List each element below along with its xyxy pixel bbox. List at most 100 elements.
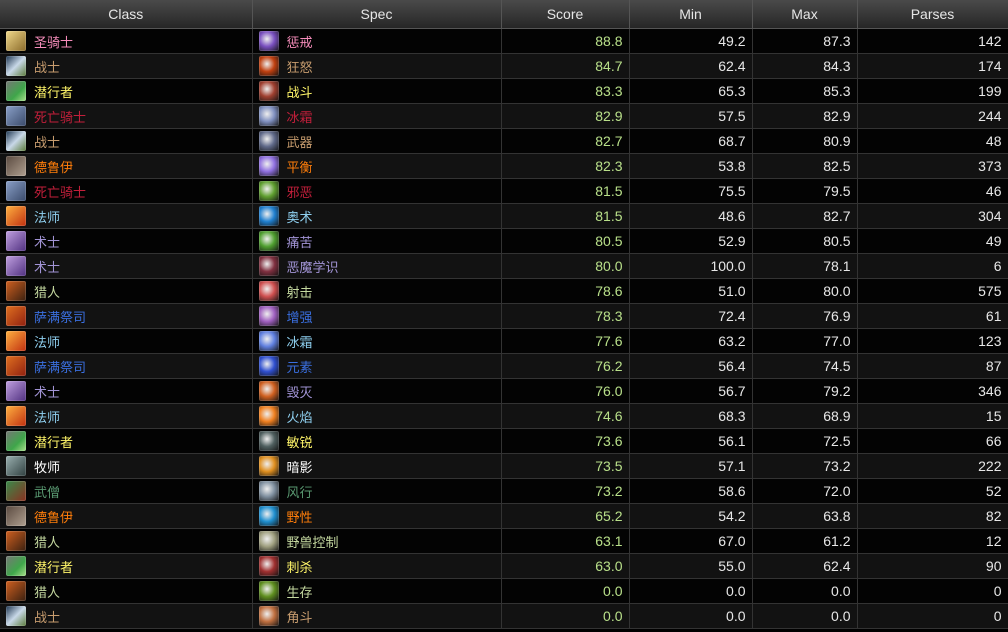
spec-cell: 元素 [252,353,502,379]
table-row[interactable]: 法师 冰霜 77.6 63.2 77.0 123 [0,328,1008,354]
score-value: 0.0 [501,603,630,629]
table-row[interactable]: 术士 恶魔学识 80.0 100.0 78.1 6 [0,253,1008,279]
parses-value: 123 [857,328,1008,354]
class-name[interactable]: 潜行者 [34,85,74,101]
table-row[interactable]: 牧师 暗影 73.5 57.1 73.2 222 [0,453,1008,479]
class-name[interactable]: 圣骑士 [34,35,74,51]
table-row[interactable]: 圣骑士 惩戒 88.8 49.2 87.3 142 [0,28,1008,54]
survival-icon [258,581,279,601]
table-row[interactable]: 萨满祭司 元素 76.2 56.4 74.5 87 [0,353,1008,379]
spec-name[interactable]: 刺杀 [286,560,313,576]
spec-name[interactable]: 火焰 [286,410,313,426]
spec-name[interactable]: 风行 [286,485,313,501]
hunter-icon [6,531,26,551]
spec-name[interactable]: 战斗 [286,85,313,101]
spec-name[interactable]: 冰霜 [286,110,313,126]
header-max[interactable]: Max [752,0,858,29]
class-name[interactable]: 术士 [34,260,61,276]
table-row[interactable]: 猎人 野兽控制 63.1 67.0 61.2 12 [0,528,1008,554]
class-name[interactable]: 潜行者 [34,435,74,451]
score-value: 84.7 [501,53,630,79]
class-name[interactable]: 术士 [34,385,61,401]
spec-name[interactable]: 邪恶 [286,185,313,201]
spec-name[interactable]: 生存 [286,585,313,601]
spec-name[interactable]: 野性 [286,510,313,526]
table-row[interactable]: 萨满祭司 增强 78.3 72.4 76.9 61 [0,303,1008,329]
spec-name[interactable]: 冰霜 [286,335,313,351]
class-name[interactable]: 武僧 [34,485,61,501]
class-name[interactable]: 萨满祭司 [34,360,87,376]
class-name[interactable]: 猎人 [34,535,61,551]
header-class[interactable]: Class [0,0,253,29]
spec-cell: 刺杀 [252,553,502,579]
table-row[interactable]: 法师 奥术 81.5 48.6 82.7 304 [0,203,1008,229]
spec-name[interactable]: 奥术 [286,210,313,226]
class-name[interactable]: 死亡骑士 [34,110,87,126]
table-row[interactable]: 术士 痛苦 80.5 52.9 80.5 49 [0,228,1008,254]
spec-name[interactable]: 惩戒 [286,35,313,51]
class-name[interactable]: 战士 [34,60,61,76]
min-value: 62.4 [629,53,753,79]
table-row[interactable]: 潜行者 敏锐 73.6 56.1 72.5 66 [0,428,1008,454]
table-row[interactable]: 术士 毁灭 76.0 56.7 79.2 346 [0,378,1008,404]
class-name[interactable]: 德鲁伊 [34,160,74,176]
class-name[interactable]: 法师 [34,335,61,351]
class-name[interactable]: 猎人 [34,285,61,301]
spec-name[interactable]: 武器 [286,135,313,151]
spec-name[interactable]: 野兽控制 [286,535,339,551]
table-row[interactable]: 猎人 射击 78.6 51.0 80.0 575 [0,278,1008,304]
spec-name[interactable]: 痛苦 [286,235,313,251]
class-name[interactable]: 术士 [34,235,61,251]
table-row[interactable]: 死亡骑士 邪恶 81.5 75.5 79.5 46 [0,178,1008,204]
class-name[interactable]: 战士 [34,135,61,151]
table-row[interactable]: 德鲁伊 平衡 82.3 53.8 82.5 373 [0,153,1008,179]
table-row[interactable]: 死亡骑士 冰霜 82.9 57.5 82.9 244 [0,103,1008,129]
table-row[interactable]: 法师 火焰 74.6 68.3 68.9 15 [0,403,1008,429]
table-row[interactable]: 战士 武器 82.7 68.7 80.9 48 [0,128,1008,154]
header-min[interactable]: Min [629,0,753,29]
score-value: 82.7 [501,128,630,154]
class-name[interactable]: 法师 [34,410,61,426]
spec-name[interactable]: 角斗 [286,610,313,626]
score-value: 63.1 [501,528,630,554]
spec-name[interactable]: 暗影 [286,460,313,476]
spec-name[interactable]: 敏锐 [286,435,313,451]
table-row[interactable]: 潜行者 战斗 83.3 65.3 85.3 199 [0,78,1008,104]
table-row[interactable]: 潜行者 刺杀 63.0 55.0 62.4 90 [0,553,1008,579]
spec-name[interactable]: 增强 [286,310,313,326]
class-name[interactable]: 法师 [34,210,61,226]
class-name[interactable]: 潜行者 [34,560,74,576]
max-value: 87.3 [752,28,858,54]
class-cell: 潜行者 [0,78,253,104]
parses-value: 222 [857,453,1008,479]
class-name[interactable]: 萨满祭司 [34,310,87,326]
spec-name[interactable]: 恶魔学识 [286,260,339,276]
header-parses[interactable]: Parses [857,0,1008,29]
min-value: 68.3 [629,403,753,429]
class-name[interactable]: 牧师 [34,460,61,476]
parses-value: 52 [857,478,1008,504]
class-name[interactable]: 猎人 [34,585,61,601]
enhancement-icon [258,306,279,326]
spec-name[interactable]: 毁灭 [286,385,313,401]
class-name[interactable]: 战士 [34,610,61,626]
header-spec[interactable]: Spec [252,0,502,29]
spec-name[interactable]: 狂怒 [286,60,313,76]
table-row[interactable]: 猎人 生存 0.0 0.0 0.0 0 [0,578,1008,604]
table-row[interactable]: 战士 狂怒 84.7 62.4 84.3 174 [0,53,1008,79]
shaman-icon [6,306,26,326]
class-cell: 德鲁伊 [0,153,253,179]
table-row[interactable]: 武僧 风行 73.2 58.6 72.0 52 [0,478,1008,504]
spec-name[interactable]: 射击 [286,285,313,301]
score-value: 81.5 [501,178,630,204]
class-name[interactable]: 德鲁伊 [34,510,74,526]
spec-name[interactable]: 元素 [286,360,313,376]
parses-value: 66 [857,428,1008,454]
class-name[interactable]: 死亡骑士 [34,185,87,201]
parses-value: 142 [857,28,1008,54]
header-score[interactable]: Score [501,0,630,29]
table-row[interactable]: 德鲁伊 野性 65.2 54.2 63.8 82 [0,503,1008,529]
min-value: 53.8 [629,153,753,179]
table-row[interactable]: 战士 角斗 0.0 0.0 0.0 0 [0,603,1008,629]
spec-name[interactable]: 平衡 [286,160,313,176]
